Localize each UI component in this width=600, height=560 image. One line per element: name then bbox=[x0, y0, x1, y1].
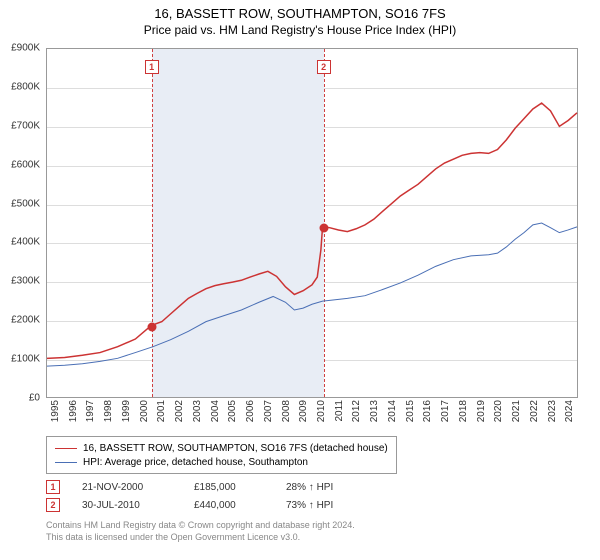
legend-swatch-price bbox=[55, 448, 77, 449]
x-tick-label: 2012 bbox=[351, 400, 362, 422]
title-subtitle: Price paid vs. HM Land Registry's House … bbox=[0, 23, 600, 37]
x-tick-label: 2011 bbox=[334, 400, 345, 422]
sale-price: £185,000 bbox=[194, 482, 264, 493]
x-tick-label: 2016 bbox=[422, 400, 433, 422]
y-tick-label: £600K bbox=[0, 159, 40, 170]
sale-date: 21-NOV-2000 bbox=[82, 482, 172, 493]
x-tick-label: 2005 bbox=[227, 400, 238, 422]
legend-label-hpi: HPI: Average price, detached house, Sout… bbox=[83, 457, 308, 468]
title-address: 16, BASSETT ROW, SOUTHAMPTON, SO16 7FS bbox=[0, 6, 600, 21]
x-tick-label: 2013 bbox=[369, 400, 380, 422]
y-tick-label: £900K bbox=[0, 43, 40, 54]
sale-dot bbox=[147, 323, 156, 332]
sale-marker-box: 1 bbox=[145, 60, 159, 74]
x-tick-label: 2000 bbox=[139, 400, 150, 422]
x-tick-label: 2009 bbox=[298, 400, 309, 422]
y-tick-label: £400K bbox=[0, 237, 40, 248]
x-tick-label: 2023 bbox=[547, 400, 558, 422]
y-tick-label: £200K bbox=[0, 315, 40, 326]
x-tick-label: 2019 bbox=[476, 400, 487, 422]
x-tick-label: 2020 bbox=[493, 400, 504, 422]
y-tick-label: £800K bbox=[0, 81, 40, 92]
series-hpi bbox=[47, 223, 577, 366]
title-block: 16, BASSETT ROW, SOUTHAMPTON, SO16 7FS P… bbox=[0, 0, 600, 37]
sale-delta: 28% ↑ HPI bbox=[286, 482, 366, 493]
legend-label-price: 16, BASSETT ROW, SOUTHAMPTON, SO16 7FS (… bbox=[83, 443, 388, 454]
sales-table: 1 21-NOV-2000 £185,000 28% ↑ HPI 2 30-JU… bbox=[46, 478, 366, 514]
sale-marker-box: 2 bbox=[317, 60, 331, 74]
series-svg bbox=[47, 49, 577, 397]
plot-area: 12 bbox=[46, 48, 578, 398]
x-tick-label: 2017 bbox=[440, 400, 451, 422]
legend: 16, BASSETT ROW, SOUTHAMPTON, SO16 7FS (… bbox=[46, 436, 397, 474]
x-tick-label: 2003 bbox=[192, 400, 203, 422]
y-tick-label: £100K bbox=[0, 354, 40, 365]
y-tick-label: £700K bbox=[0, 120, 40, 131]
x-tick-label: 2002 bbox=[174, 400, 185, 422]
x-tick-label: 1998 bbox=[103, 400, 114, 422]
chart-container: 16, BASSETT ROW, SOUTHAMPTON, SO16 7FS P… bbox=[0, 0, 600, 560]
x-tick-label: 2014 bbox=[387, 400, 398, 422]
x-tick-label: 2022 bbox=[529, 400, 540, 422]
sale-marker: 1 bbox=[46, 480, 60, 494]
sale-date: 30-JUL-2010 bbox=[82, 500, 172, 511]
y-tick-label: £0 bbox=[0, 393, 40, 404]
x-tick-label: 2008 bbox=[281, 400, 292, 422]
x-tick-label: 2004 bbox=[210, 400, 221, 422]
attribution: Contains HM Land Registry data © Crown c… bbox=[46, 520, 355, 543]
x-tick-label: 2015 bbox=[405, 400, 416, 422]
y-tick-label: £500K bbox=[0, 198, 40, 209]
sale-marker: 2 bbox=[46, 498, 60, 512]
attribution-line2: This data is licensed under the Open Gov… bbox=[46, 532, 355, 544]
x-tick-label: 1997 bbox=[85, 400, 96, 422]
x-tick-label: 2021 bbox=[511, 400, 522, 422]
sale-row: 1 21-NOV-2000 £185,000 28% ↑ HPI bbox=[46, 478, 366, 496]
x-tick-label: 1995 bbox=[50, 400, 61, 422]
sale-row: 2 30-JUL-2010 £440,000 73% ↑ HPI bbox=[46, 496, 366, 514]
legend-row-hpi: HPI: Average price, detached house, Sout… bbox=[55, 455, 388, 469]
x-tick-label: 2007 bbox=[263, 400, 274, 422]
x-tick-label: 2018 bbox=[458, 400, 469, 422]
y-tick-label: £300K bbox=[0, 276, 40, 287]
x-tick-label: 2001 bbox=[156, 400, 167, 422]
sale-delta: 73% ↑ HPI bbox=[286, 500, 366, 511]
x-tick-label: 2006 bbox=[245, 400, 256, 422]
series-price_paid bbox=[47, 103, 577, 358]
x-tick-label: 1999 bbox=[121, 400, 132, 422]
x-tick-label: 2024 bbox=[564, 400, 575, 422]
x-tick-label: 1996 bbox=[68, 400, 79, 422]
legend-swatch-hpi bbox=[55, 462, 77, 463]
sale-dot bbox=[319, 223, 328, 232]
legend-row-price: 16, BASSETT ROW, SOUTHAMPTON, SO16 7FS (… bbox=[55, 441, 388, 455]
sale-price: £440,000 bbox=[194, 500, 264, 511]
x-tick-label: 2010 bbox=[316, 400, 327, 422]
attribution-line1: Contains HM Land Registry data © Crown c… bbox=[46, 520, 355, 532]
